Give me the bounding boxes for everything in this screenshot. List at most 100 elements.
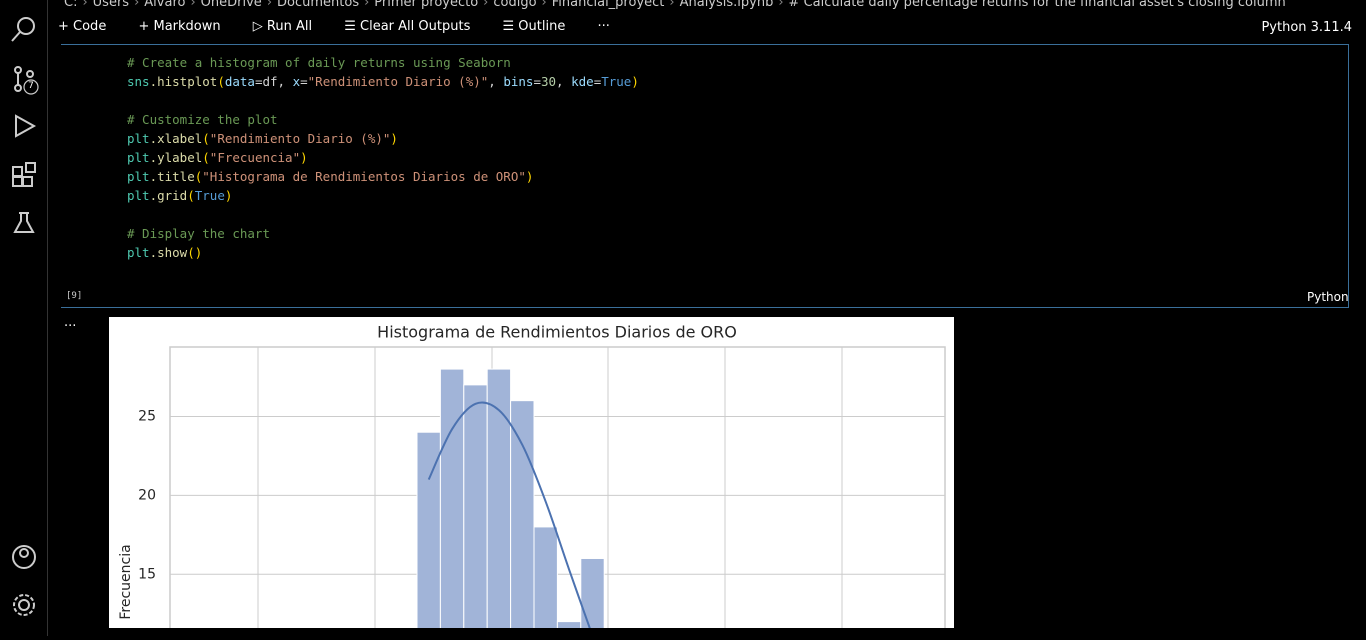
code-token: .histplot [149, 74, 218, 89]
scm-badge: 7 [28, 81, 34, 91]
separator: › [483, 0, 489, 10]
code-token: ( [202, 131, 210, 146]
separator: › [778, 0, 784, 10]
histogram-bar [533, 526, 558, 628]
breadcrumb-item: # Calculate daily percentage returns for… [788, 0, 1286, 10]
separator: › [669, 0, 675, 10]
cell-output: Histograma de Rendimientos Diarios de OR… [109, 317, 954, 628]
code-token: =df, [254, 74, 293, 89]
more[interactable]: ··· [597, 19, 610, 34]
code-token: # Customize the plot [127, 112, 278, 127]
code-token: # Create a histogram of daily returns us… [127, 55, 511, 70]
code-token: , [488, 74, 504, 89]
breadcrumb-item: Alvaro [144, 0, 186, 10]
code-token: = [300, 74, 308, 89]
code-token: .grid [149, 188, 188, 203]
code-token: True [194, 188, 225, 203]
code-token: "Rendimiento Diario (%)" [307, 74, 489, 89]
histogram-bar [439, 368, 465, 628]
label: Code [73, 19, 107, 34]
activity-bar: 7 [0, 0, 48, 636]
code-token: ( [187, 188, 195, 203]
kde-line [427, 401, 591, 628]
histogram-bar [463, 384, 488, 628]
breadcrumb-item: C: [64, 0, 78, 10]
outline[interactable]: ☰ Outline [502, 19, 566, 34]
separator: › [134, 0, 140, 10]
breadcrumb-item: OneDrive [200, 0, 262, 10]
code-token: kde [571, 74, 594, 89]
cell-language[interactable]: Python [1307, 290, 1349, 304]
run-all[interactable]: ▷ Run All [252, 19, 313, 34]
output-menu[interactable]: ... [64, 315, 77, 330]
breadcrumb-item: Financial_proyect [551, 0, 665, 10]
code-token: ) [300, 150, 308, 165]
breadcrumb-item: Analysis.ipynb [679, 0, 774, 10]
separator: › [82, 0, 88, 10]
add-markdown[interactable]: + Markdown [138, 19, 221, 34]
chart: Histograma de Rendimientos Diarios de OR… [118, 323, 946, 628]
breadcrumb: C: › Users › Alvaro › OneDrive › Documentos › Prim… [64, 0, 1286, 10]
y-tick-label: 20 [138, 487, 156, 503]
label: Markdown [153, 19, 221, 34]
breadcrumb-item: codigo [493, 0, 537, 10]
add-code[interactable]: + Code [58, 19, 107, 34]
code-token: "Frecuencia" [209, 150, 301, 165]
histogram-bar [486, 368, 512, 628]
breadcrumb-item: Users [92, 0, 130, 10]
code-token: ) [631, 74, 639, 89]
code-token: x [292, 74, 301, 89]
code-token: .ylabel [149, 150, 203, 165]
code-token: bins [503, 74, 534, 89]
code-token: ) [194, 245, 203, 260]
notebook-toolbar: + Code + Markdown ▷ Run All ☰ Clear All … [58, 19, 624, 34]
code-token: plt [127, 188, 150, 203]
y-tick-label: 15 [138, 566, 156, 582]
code-token: plt [127, 131, 150, 146]
code-token: ( [194, 169, 203, 184]
code-line: # Create a histogram of daily returns us… [127, 55, 511, 70]
separator: › [190, 0, 196, 10]
code-token: plt [127, 245, 150, 260]
code-token: , [556, 74, 572, 89]
y-axis-label: Frecuencia [118, 544, 134, 619]
breadcrumb-item: Primer proyecto [374, 0, 479, 10]
y-tick-label: 25 [138, 408, 156, 424]
execution-count: [9] [66, 291, 83, 301]
code-token: "Rendimiento Diario (%)" [209, 131, 391, 146]
separator: › [266, 0, 273, 10]
code-line: plt.ylabel("Frecuencia") [127, 150, 308, 165]
code-token: sns [127, 74, 150, 89]
code-token: = [593, 74, 602, 89]
code-token: .title [149, 169, 195, 184]
code-line: plt.show() [127, 245, 202, 260]
code-token: .show [149, 245, 188, 260]
label: Clear All Outputs [360, 19, 471, 34]
code-token: ( [187, 245, 195, 260]
histogram-bar [510, 400, 535, 628]
breadcrumb-item: Documentos [277, 0, 360, 10]
code-token: ) [525, 169, 534, 184]
code-token: plt [127, 169, 150, 184]
clear-outputs[interactable]: ☰ Clear All Outputs [344, 19, 471, 34]
code-line: sns.histplot(data=df, x="Rendimiento Dia… [127, 74, 639, 89]
code-token: data [224, 74, 255, 89]
chart-title: Histograma de Rendimientos Diarios de OR… [377, 323, 737, 342]
code-cell [61, 44, 1349, 308]
code-token: True [601, 74, 632, 89]
code-line: plt.grid(True) [127, 188, 232, 203]
label: Run All [266, 19, 313, 34]
kernel-picker[interactable]: Python 3.11.4 [1261, 20, 1352, 35]
activity-icons [11, 17, 39, 616]
code-line: plt.xlabel("Rendimiento Diario (%)") [127, 131, 398, 146]
code-token: "Histograma de Rendimientos Diarios de O… [202, 169, 526, 184]
code-line: plt.title("Histograma de Rendimientos Di… [127, 169, 533, 184]
code-token: .xlabel [149, 131, 203, 146]
code-token: = [533, 74, 541, 89]
code-token: ( [217, 74, 225, 89]
code-token: ) [224, 188, 233, 203]
code-token: ( [202, 150, 210, 165]
code-token: plt [127, 150, 150, 165]
histogram-bar [556, 621, 582, 628]
